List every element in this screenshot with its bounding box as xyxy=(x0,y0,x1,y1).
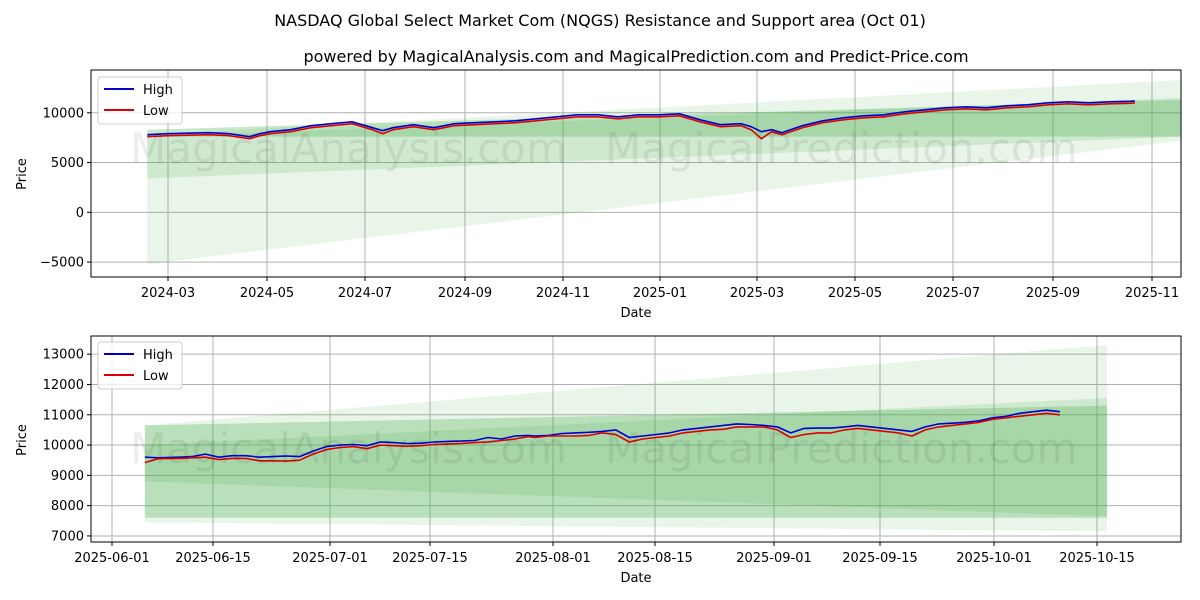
top-xtick-label: 2024-07 xyxy=(338,286,392,301)
bottom-data-layer xyxy=(91,336,1181,542)
watermark-right: MagicalPrediction.com xyxy=(605,424,1078,473)
top-data-layer xyxy=(91,70,1182,277)
chart-subtitle: powered by MagicalAnalysis.com and Magic… xyxy=(303,47,968,66)
top-band-middle xyxy=(147,97,1182,179)
top-ytick-label: 0 xyxy=(76,206,84,221)
bottom-xlabel: Date xyxy=(620,571,651,586)
bottom-series-low xyxy=(144,412,1060,464)
bottom-xtick-label: 2025-10-01 xyxy=(956,551,1032,566)
bottom-ytick-label: 12000 xyxy=(43,378,84,393)
watermark-left: MagicalAnalysis.com xyxy=(130,124,567,173)
top-xtick-label: 2025-09 xyxy=(1026,286,1080,301)
bottom-plot: MagicalAnalysis.com MagicalPrediction.co… xyxy=(15,335,1182,586)
bottom-ytick-label: 9000 xyxy=(51,469,84,484)
bottom-band-middle xyxy=(144,398,1107,517)
top-legend-high-label: High xyxy=(143,83,173,98)
top-legend: High Low xyxy=(97,76,183,125)
chart-title: NASDAQ Global Select Market Com (NQGS) R… xyxy=(274,11,926,30)
bottom-legend-low-label: Low xyxy=(143,369,169,384)
top-xtick-label: 2024-03 xyxy=(141,286,195,301)
bottom-xtick-label: 2025-08-15 xyxy=(617,551,693,566)
watermark-left: MagicalAnalysis.com xyxy=(130,424,567,473)
bottom-xtick-label: 2025-08-01 xyxy=(515,551,591,566)
bottom-legend: High Low xyxy=(97,341,183,390)
bottom-xtick-label: 2025-07-01 xyxy=(292,551,368,566)
top-watermarks: MagicalAnalysis.com MagicalPrediction.co… xyxy=(130,124,1078,173)
top-legend-low-label: Low xyxy=(143,104,169,119)
bottom-ytick-label: 7000 xyxy=(51,529,84,544)
bottom-xtick-label: 2025-10-15 xyxy=(1059,551,1135,566)
top-plot-frame xyxy=(90,69,1182,278)
bottom-xtick-label: 2025-06-01 xyxy=(74,551,150,566)
top-xtick-label: 2024-05 xyxy=(240,286,294,301)
bottom-ytick-label: 11000 xyxy=(43,408,84,423)
top-xtick-label: 2025-01 xyxy=(633,286,687,301)
bottom-band-inner xyxy=(144,405,1107,518)
bottom-ylabel: Price xyxy=(15,424,30,456)
top-plot: MagicalAnalysis.com MagicalPrediction.co… xyxy=(15,69,1182,321)
bottom-xtick-label: 2025-07-15 xyxy=(392,551,468,566)
bottom-watermarks: MagicalAnalysis.com MagicalPrediction.co… xyxy=(130,424,1078,473)
bottom-ytick-label: 10000 xyxy=(43,439,84,454)
top-ytick-label: −5000 xyxy=(40,256,84,271)
bottom-xtick-label: 2025-09-01 xyxy=(736,551,812,566)
bottom-series-high xyxy=(144,409,1060,459)
top-series-low xyxy=(147,102,1135,140)
bottom-xtick-label: 2025-09-15 xyxy=(842,551,918,566)
top-xtick-label: 2025-03 xyxy=(730,286,784,301)
top-xtick-label: 2025-11 xyxy=(1125,286,1179,301)
top-ylabel: Price xyxy=(15,158,30,190)
bottom-band-outer xyxy=(144,345,1107,532)
top-ytick-label: 5000 xyxy=(51,156,84,171)
top-xtick-label: 2025-05 xyxy=(828,286,882,301)
top-xlabel: Date xyxy=(620,306,651,321)
watermark-right: MagicalPrediction.com xyxy=(605,124,1078,173)
bottom-legend-high-label: High xyxy=(143,348,173,363)
bottom-plot-frame xyxy=(90,335,1182,543)
bottom-ytick-label: 8000 xyxy=(51,499,84,514)
bottom-xtick-label: 2025-06-15 xyxy=(175,551,251,566)
top-ytick-label: 10000 xyxy=(43,106,84,121)
top-xtick-label: 2025-07 xyxy=(926,286,980,301)
top-xtick-label: 2024-11 xyxy=(536,286,590,301)
top-xtick-label: 2024-09 xyxy=(438,286,492,301)
bottom-ytick-label: 13000 xyxy=(43,348,84,363)
top-series-high xyxy=(147,100,1135,138)
